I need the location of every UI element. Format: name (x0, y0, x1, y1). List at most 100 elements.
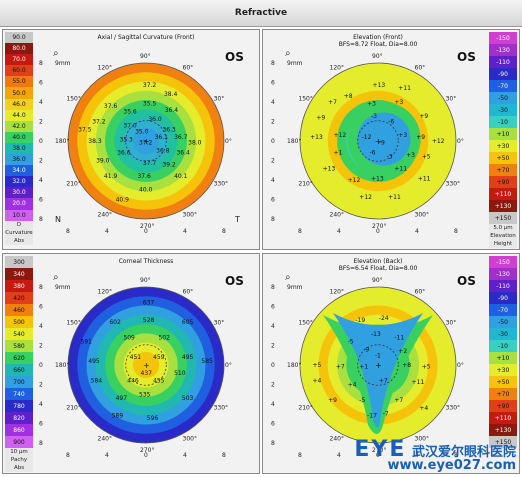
zoom-icon[interactable]: ⌕ (285, 272, 291, 283)
map-value: 37.2 (92, 119, 106, 126)
map-value: 589 (112, 413, 124, 420)
map-value: -11 (394, 335, 404, 342)
map-value: 35.5 (143, 101, 157, 108)
map-value: +3 (398, 132, 407, 139)
y-tick: 4 (39, 323, 43, 330)
y-tick: 4 (39, 177, 43, 184)
scale-value: +70 (489, 164, 517, 176)
map-value: +7 (394, 397, 403, 404)
zoom-icon[interactable]: ⌕ (53, 48, 59, 59)
angle-label: 90° (140, 277, 151, 284)
angle-label: 90° (140, 53, 151, 60)
scale-value: 38.0 (5, 142, 33, 155)
angle-label: 180° (287, 138, 301, 145)
y-tick: 4 (271, 99, 275, 106)
panel-title: Corneal Thickness (118, 258, 174, 265)
map-value: +12 (432, 138, 445, 145)
map-value: +5 (422, 364, 431, 371)
y-tick: 6 (39, 197, 43, 204)
scale-value: +10 (489, 128, 517, 140)
map-value: -12 (362, 134, 372, 141)
scale-value: -30 (489, 104, 517, 116)
map-value: -17 (367, 413, 377, 420)
x-tick: 8 (222, 452, 226, 459)
map-value: 591 (81, 339, 93, 346)
y-tick: 8 (271, 284, 275, 291)
map-value: 584 (91, 378, 103, 385)
y-tick: 8 (271, 440, 275, 447)
map-value: 36.0 (148, 116, 162, 123)
angle-label: 270° (140, 447, 154, 454)
map-value: +3 (367, 101, 376, 108)
x-tick: 4 (183, 228, 187, 235)
map-value: +9 (419, 113, 428, 120)
center-mark: + (375, 137, 382, 146)
map-boundary (67, 286, 225, 444)
x-tick: 4 (337, 452, 341, 459)
scale-value: 500 (5, 316, 33, 328)
y-tick: 0 (39, 138, 43, 145)
map-value: 455 (153, 378, 165, 385)
map-value: 36.4 (176, 150, 190, 157)
map-value: +11 (394, 165, 407, 172)
map-value: 35.0 (135, 129, 149, 136)
scale-value: +110 (489, 412, 517, 424)
y-tick: 4 (39, 401, 43, 408)
map-value: +5 (422, 154, 431, 161)
y-tick: 8 (39, 60, 43, 67)
eye-label: OS (225, 274, 244, 288)
y-tick: 8 (271, 216, 275, 223)
scale-value: 740 (5, 388, 33, 400)
scale-value: -130 (489, 268, 517, 280)
angle-label: 30° (214, 320, 225, 327)
x-tick: 8 (298, 452, 302, 459)
zoom-label: 9mm (55, 284, 71, 291)
watermark-logo: EYE (354, 437, 407, 462)
panel-title: Elevation (Front) (353, 34, 403, 41)
panel-subtitle: BFS=8.72 Float, Dia=8.00 (338, 41, 418, 48)
scale-value: 300 (5, 256, 33, 268)
map-value: 37.6 (137, 173, 151, 180)
scale-value: 900 (5, 436, 33, 448)
scale-value: 780 (5, 400, 33, 412)
map-value: -9 (363, 346, 369, 353)
eye-label: OS (457, 50, 476, 64)
scale-value: 42.0 (5, 120, 33, 132)
map-value: 36.3 (162, 126, 176, 133)
scale-value: 700 (5, 376, 33, 388)
y-tick: 8 (39, 216, 43, 223)
map-value: -13 (371, 331, 381, 338)
map-value: +11 (388, 194, 401, 201)
angle-label: 0° (225, 138, 232, 145)
map-value: 459 (153, 354, 165, 361)
angle-label: 240° (330, 436, 344, 443)
scale-value: 44.0 (5, 109, 33, 121)
map-value: 41.9 (104, 173, 118, 180)
scale-value: -50 (489, 316, 517, 328)
y-tick: 8 (39, 440, 43, 447)
scale-footer: Elevation (489, 232, 517, 240)
x-tick: 8 (66, 452, 70, 459)
y-tick: 2 (271, 343, 275, 350)
x-tick: 4 (105, 452, 109, 459)
map-value: 40.9 (116, 197, 130, 204)
y-tick: 2 (39, 382, 43, 389)
zoom-icon[interactable]: ⌕ (285, 48, 291, 59)
angle-label: 300° (415, 436, 429, 443)
map-boundary (299, 286, 457, 444)
zoom-label: 9mm (287, 284, 303, 291)
map-value: +9 (328, 397, 337, 404)
angle-label: 330° (446, 405, 460, 412)
zoom-label: 9mm (55, 60, 71, 67)
zoom-icon[interactable]: ⌕ (53, 272, 59, 283)
angle-label: 120° (330, 64, 344, 71)
map-value: 37.5 (78, 126, 92, 133)
scale-value: +150 (489, 212, 517, 224)
x-tick: 4 (105, 228, 109, 235)
scale-value: 40.0 (5, 131, 33, 143)
y-tick: 2 (271, 158, 275, 165)
contour-ring (132, 351, 160, 379)
angle-label: 60° (415, 64, 426, 71)
y-tick: 6 (271, 80, 275, 87)
scale-value: -70 (489, 304, 517, 316)
